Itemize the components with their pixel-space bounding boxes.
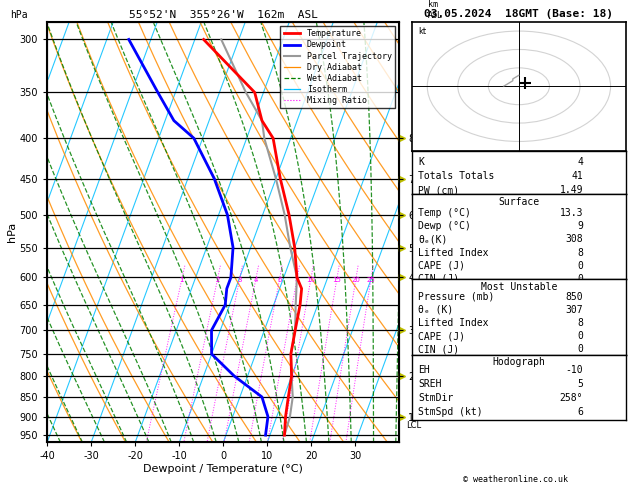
Text: StmDir: StmDir	[418, 393, 454, 403]
Text: CAPE (J): CAPE (J)	[418, 331, 465, 341]
Text: 2: 2	[215, 277, 220, 283]
Text: 0: 0	[577, 260, 583, 271]
Text: 41: 41	[571, 171, 583, 181]
Text: StmSpd (kt): StmSpd (kt)	[418, 407, 483, 417]
Title: 55°52'N  355°26'W  162m  ASL: 55°52'N 355°26'W 162m ASL	[129, 10, 318, 20]
Text: 15: 15	[332, 277, 341, 283]
Text: 25: 25	[367, 277, 375, 283]
Text: 0: 0	[577, 344, 583, 354]
Text: 3: 3	[237, 277, 242, 283]
Text: 10: 10	[306, 277, 315, 283]
Text: PW (cm): PW (cm)	[418, 185, 460, 195]
Text: 308: 308	[565, 234, 583, 244]
Text: 9: 9	[577, 221, 583, 231]
Text: Pressure (mb): Pressure (mb)	[418, 292, 495, 301]
Text: CIN (J): CIN (J)	[418, 344, 460, 354]
Text: EH: EH	[418, 365, 430, 375]
Text: Lifted Index: Lifted Index	[418, 318, 489, 328]
Text: 13.3: 13.3	[560, 208, 583, 218]
Text: 6: 6	[277, 277, 282, 283]
Text: 8: 8	[577, 318, 583, 328]
Text: Hodograph: Hodograph	[493, 357, 545, 367]
Text: 0: 0	[577, 331, 583, 341]
Text: 03.05.2024  18GMT (Base: 18): 03.05.2024 18GMT (Base: 18)	[425, 9, 613, 19]
Text: hPa: hPa	[10, 10, 28, 20]
Text: CIN (J): CIN (J)	[418, 274, 460, 284]
X-axis label: Dewpoint / Temperature (°C): Dewpoint / Temperature (°C)	[143, 464, 303, 474]
Text: SREH: SREH	[418, 379, 442, 389]
Text: Temp (°C): Temp (°C)	[418, 208, 471, 218]
Text: 1: 1	[179, 277, 184, 283]
Text: 8: 8	[294, 277, 299, 283]
Text: Lifted Index: Lifted Index	[418, 247, 489, 258]
Text: θₑ (K): θₑ (K)	[418, 305, 454, 315]
Text: 1.49: 1.49	[560, 185, 583, 195]
Text: 6: 6	[577, 407, 583, 417]
Text: Most Unstable: Most Unstable	[481, 282, 557, 292]
Text: 20: 20	[351, 277, 360, 283]
Text: Totals Totals: Totals Totals	[418, 171, 495, 181]
Text: 258°: 258°	[560, 393, 583, 403]
Y-axis label: hPa: hPa	[7, 222, 17, 242]
Text: 4: 4	[577, 157, 583, 167]
Text: CAPE (J): CAPE (J)	[418, 260, 465, 271]
Text: © weatheronline.co.uk: © weatheronline.co.uk	[464, 474, 568, 484]
Legend: Temperature, Dewpoint, Parcel Trajectory, Dry Adiabat, Wet Adiabat, Isotherm, Mi: Temperature, Dewpoint, Parcel Trajectory…	[281, 26, 395, 108]
Text: 8: 8	[577, 247, 583, 258]
Text: Surface: Surface	[498, 197, 540, 207]
Text: 307: 307	[565, 305, 583, 315]
Text: LCL: LCL	[406, 421, 421, 431]
Text: kt: kt	[418, 27, 426, 36]
Text: Dewp (°C): Dewp (°C)	[418, 221, 471, 231]
Text: θₑ(K): θₑ(K)	[418, 234, 448, 244]
Text: K: K	[418, 157, 425, 167]
Text: 4: 4	[253, 277, 258, 283]
Text: -10: -10	[565, 365, 583, 375]
Text: 850: 850	[565, 292, 583, 301]
Text: km
ASL: km ASL	[428, 0, 443, 20]
Text: 0: 0	[577, 274, 583, 284]
Text: 5: 5	[577, 379, 583, 389]
